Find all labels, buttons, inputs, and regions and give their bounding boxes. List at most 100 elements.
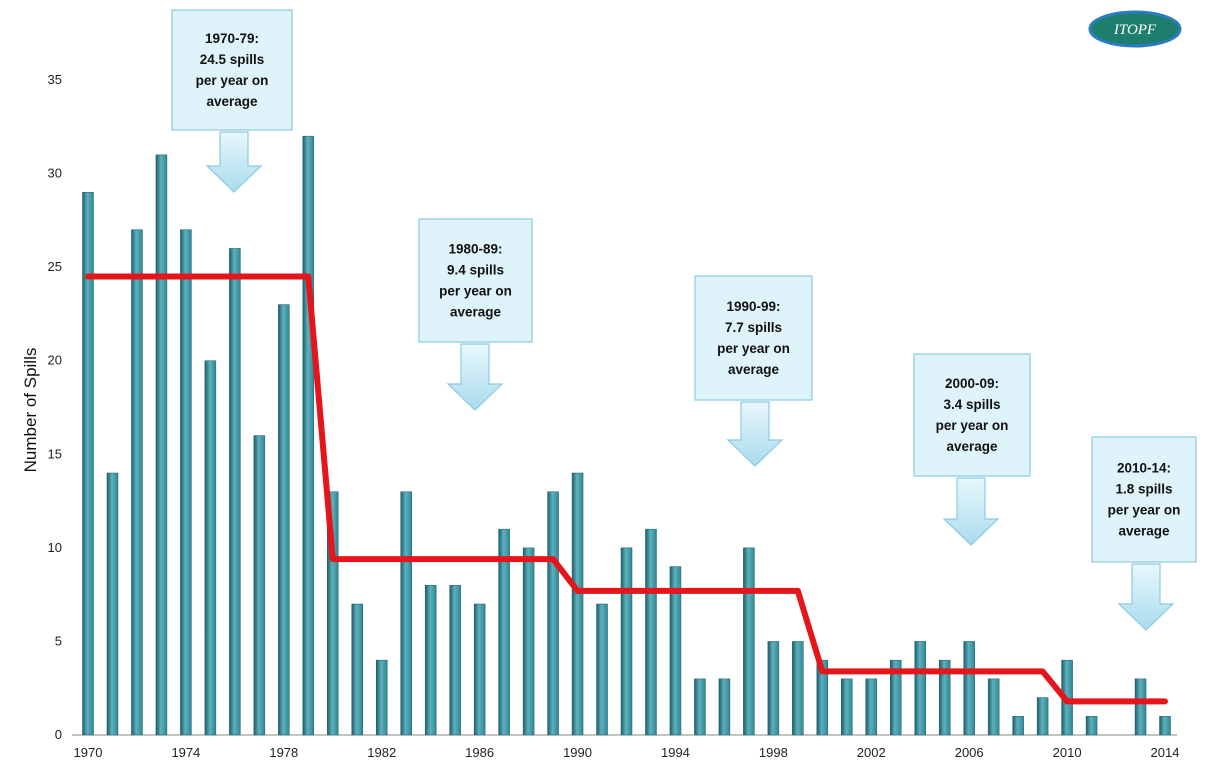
logo-ellipse [1088,10,1182,48]
x-tick-label: 2002 [857,745,886,760]
callout-box [913,353,1031,477]
y-tick-label: 35 [48,72,62,87]
x-tick-label: 1998 [759,745,788,760]
bar-1996 [718,678,731,736]
bar-1976 [229,248,241,736]
bar-1975 [204,360,217,736]
x-tick-label: 2010 [1053,745,1082,760]
callout-4: 2000-09: 3.4 spills per year on average [913,353,1031,546]
bar-2002 [865,678,878,736]
y-axis-title: Number of Spills [21,348,40,473]
bar-2009 [1036,697,1049,736]
callout-text-line: 7.7 spills [725,320,782,335]
average-line [85,273,1168,705]
x-tick-label: 2006 [955,745,984,760]
y-tick-label: 15 [48,446,62,461]
callout-1: 1970-79: 24.5 spills per year on average [171,9,293,193]
bar-1982 [375,659,388,736]
bar-1971 [106,472,119,736]
callout-text-line: per year on [717,341,790,356]
callout-text-line: 2000-09: [945,376,999,391]
callout-box [171,9,293,131]
callout-arrow [446,343,504,411]
callout-box [694,275,813,401]
x-tick-label: 1970 [74,745,103,760]
bar-1981 [351,603,363,736]
bar-2008 [1012,716,1024,736]
x-tick-label: 1994 [661,745,690,760]
bar-2011 [1085,716,1098,736]
bar-1970 [82,192,94,736]
bar-1997 [743,547,755,736]
callout-text-line: average [946,439,998,454]
callout-box [418,218,533,343]
bar-2003 [890,659,902,736]
bar-1992 [620,547,633,736]
bar-1988 [522,547,535,736]
bar-1993 [645,528,657,736]
callout-text-line: 2010-14: [1117,461,1171,476]
bar-1999 [792,641,804,736]
bar-2000 [816,659,829,736]
bar-2014 [1159,716,1171,736]
bar-1989 [547,491,559,736]
bar-1980 [327,491,339,736]
bar-1990 [571,472,584,736]
callout-text-line: 1.8 spills [1115,482,1172,497]
bar-1986 [473,603,486,736]
callout-text-line: average [1118,524,1170,539]
bar-1978 [278,304,290,736]
bar-1979 [302,135,315,736]
bar-1983 [400,491,412,736]
x-tick-label: 2014 [1151,745,1180,760]
bar-1984 [424,585,437,736]
bar-1977 [253,435,266,736]
bar-1985 [449,585,461,736]
callout-arrow [205,131,263,193]
bar-1987 [498,528,510,736]
bar-1998 [767,641,780,736]
bar-2001 [841,678,853,736]
bar-2004 [914,641,926,736]
bar-1972 [131,229,143,736]
x-axis: 1970 1974 1978 1982 1986 1990 1994 1998 2002 2006… [74,745,1180,760]
bar-2005 [938,659,951,736]
callout-text-line: 1980-89: [448,242,502,257]
bar-1995 [694,678,706,736]
callout-arrow [1117,563,1175,631]
callout-2: 1980-89: 9.4 spills per year on average [418,218,533,411]
y-tick-label: 25 [48,259,62,274]
bar-2006 [963,641,975,736]
x-tick-label: 1978 [269,745,298,760]
bar-1974 [180,229,192,736]
bars [82,135,1171,736]
callout-text-line: per year on [439,284,512,299]
callouts: 1970-79: 24.5 spills per year on average 198… [171,9,1197,631]
y-tick-label: 20 [48,353,62,368]
y-axis: 0 5 10 15 20 25 30 35 [48,72,62,742]
y-tick-label: 10 [48,540,62,555]
bar-1994 [669,566,682,736]
x-tick-label: 1986 [465,745,494,760]
logo: ITOPF [1088,10,1182,48]
bar-1973 [155,154,168,736]
callout-text-line: 1970-79: [205,31,259,46]
y-tick-label: 5 [55,633,62,648]
callout-text-line: per year on [936,418,1009,433]
callout-text-line: average [728,362,780,377]
callout-text-line: 9.4 spills [447,263,504,278]
x-tick-label: 1974 [171,745,200,760]
callout-text-line: 24.5 spills [200,52,265,67]
callout-text-line: per year on [196,73,269,88]
bar-1991 [596,603,608,736]
callout-arrow [726,401,784,467]
callout-text-line: average [206,94,258,109]
x-tick-label: 1990 [563,745,592,760]
callout-arrow [942,477,1000,546]
bar-2013 [1134,678,1147,736]
callout-box [1091,436,1197,563]
callout-text-line: 3.4 spills [943,397,1000,412]
callout-text-line: per year on [1108,503,1181,518]
y-tick-label: 30 [48,166,62,181]
